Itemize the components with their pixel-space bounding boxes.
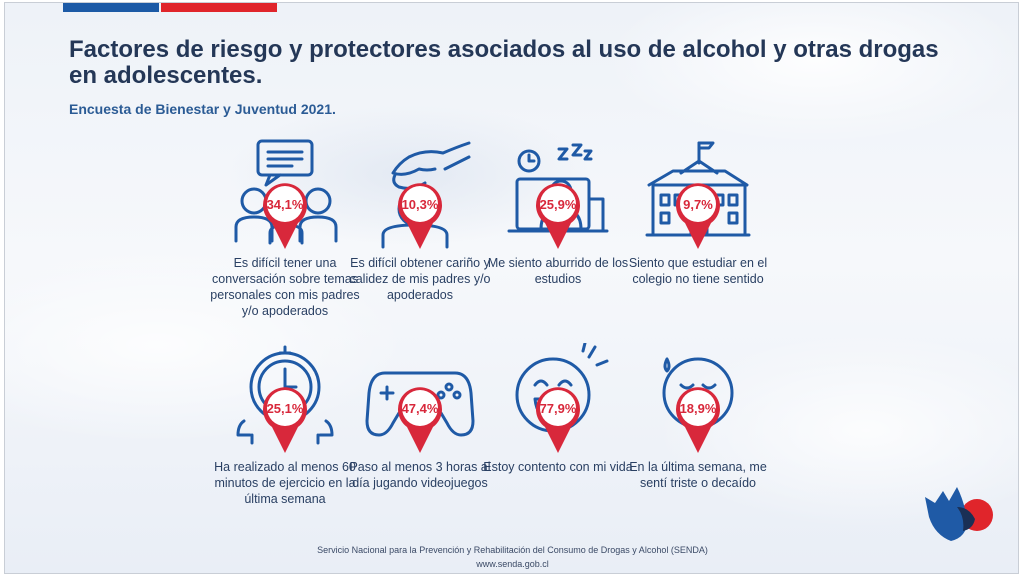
footer-website: www.senda.gob.cl bbox=[476, 559, 549, 569]
stat-value: 77,9% bbox=[539, 401, 577, 416]
stat-description: Es difícil obtener cariño y calidez de m… bbox=[349, 256, 491, 302]
map-pin-marker bbox=[398, 183, 442, 249]
stat-value: 10,3% bbox=[401, 197, 439, 212]
slide: Factores de riesgo y protectores asociad… bbox=[4, 2, 1019, 574]
stat-value: 25,1% bbox=[266, 401, 304, 416]
map-pin-marker bbox=[263, 387, 307, 453]
stat-description: Ha realizado al menos 60 minutos de ejer… bbox=[214, 460, 356, 506]
map-pin-marker bbox=[676, 387, 720, 453]
stat-description: En la última semana, me sentí triste o d… bbox=[629, 460, 767, 490]
stat-description: Me siento aburrido de los estudios bbox=[487, 256, 629, 286]
map-pin-marker bbox=[263, 183, 307, 249]
stat-value: 25,9% bbox=[539, 197, 577, 212]
page-subtitle: Encuesta de Bienestar y Juventud 2021. bbox=[69, 101, 336, 117]
stat-value: 47,4% bbox=[401, 401, 439, 416]
flag-stripe-blue bbox=[63, 3, 159, 12]
map-pin-marker bbox=[676, 183, 720, 249]
map-pin-marker bbox=[398, 387, 442, 453]
map-pin-marker bbox=[536, 183, 580, 249]
footer-agency: Servicio Nacional para la Prevención y R… bbox=[317, 545, 708, 555]
stat-value: 18,9% bbox=[679, 401, 717, 416]
stat-description: Paso al menos 3 horas al día jugando vid… bbox=[349, 460, 491, 490]
stat-description: Es difícil tener una conversación sobre … bbox=[210, 256, 360, 318]
stat-description: Siento que estudiar en el colegio no tie… bbox=[628, 256, 768, 286]
flag-stripe-red bbox=[161, 3, 277, 12]
stat-value: 34,1% bbox=[266, 197, 304, 212]
senda-logo-icon bbox=[925, 487, 993, 541]
map-pin-marker bbox=[536, 387, 580, 453]
stat-value: 9,7% bbox=[683, 197, 713, 212]
page-title: Factores de riesgo y protectores asociad… bbox=[69, 36, 939, 89]
stat-description: Estoy contento con mi vida bbox=[483, 460, 633, 474]
